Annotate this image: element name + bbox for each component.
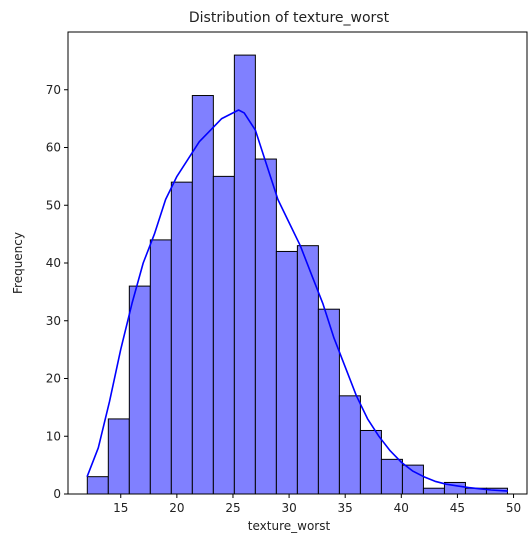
x-axis-ticks: 15 20 25 30 35 40 45 50: [113, 494, 521, 515]
x-tick-label: 20: [169, 501, 184, 515]
bars-group: [86, 54, 508, 495]
y-tick-label: 50: [46, 198, 61, 212]
histogram-bar: [422, 487, 445, 495]
x-tick-label: 15: [113, 501, 128, 515]
y-tick-label: 20: [46, 372, 61, 386]
histogram-bar: [233, 54, 256, 495]
histogram-bar: [254, 158, 277, 495]
x-tick-label: 25: [225, 501, 240, 515]
y-tick-label: 10: [46, 429, 61, 443]
y-tick-label: 40: [46, 256, 61, 270]
y-tick-label: 0: [53, 487, 61, 501]
histogram-bar: [86, 476, 109, 495]
histogram-bar: [359, 429, 382, 495]
histogram-bar: [380, 458, 403, 495]
y-tick-label: 30: [46, 314, 61, 328]
y-tick-label: 70: [46, 83, 61, 97]
y-axis-ticks: 0 10 20 30 40 50 60 70: [46, 83, 68, 501]
y-tick-label: 60: [46, 141, 61, 155]
histogram-bar: [212, 175, 235, 495]
x-tick-label: 50: [506, 501, 521, 515]
chart-title: Distribution of texture_worst: [189, 10, 390, 26]
x-axis-label: texture_worst: [248, 519, 331, 533]
kde-group: [86, 109, 508, 492]
histogram-bar: [401, 464, 424, 495]
y-axis-label: Frequency: [11, 232, 25, 294]
histogram-bar: [275, 250, 298, 495]
histogram-bar: [149, 239, 172, 495]
x-tick-label: 35: [338, 501, 353, 515]
histogram-bar: [191, 95, 214, 495]
x-tick-label: 40: [394, 501, 409, 515]
histogram-bar: [317, 308, 340, 495]
kde-curve: [86, 109, 508, 492]
histogram-bar: [170, 181, 193, 495]
histogram-bar: [107, 418, 130, 495]
x-tick-label: 45: [450, 501, 465, 515]
histogram-bar: [338, 395, 361, 495]
x-tick-label: 30: [281, 501, 296, 515]
histogram-bar: [128, 285, 151, 495]
